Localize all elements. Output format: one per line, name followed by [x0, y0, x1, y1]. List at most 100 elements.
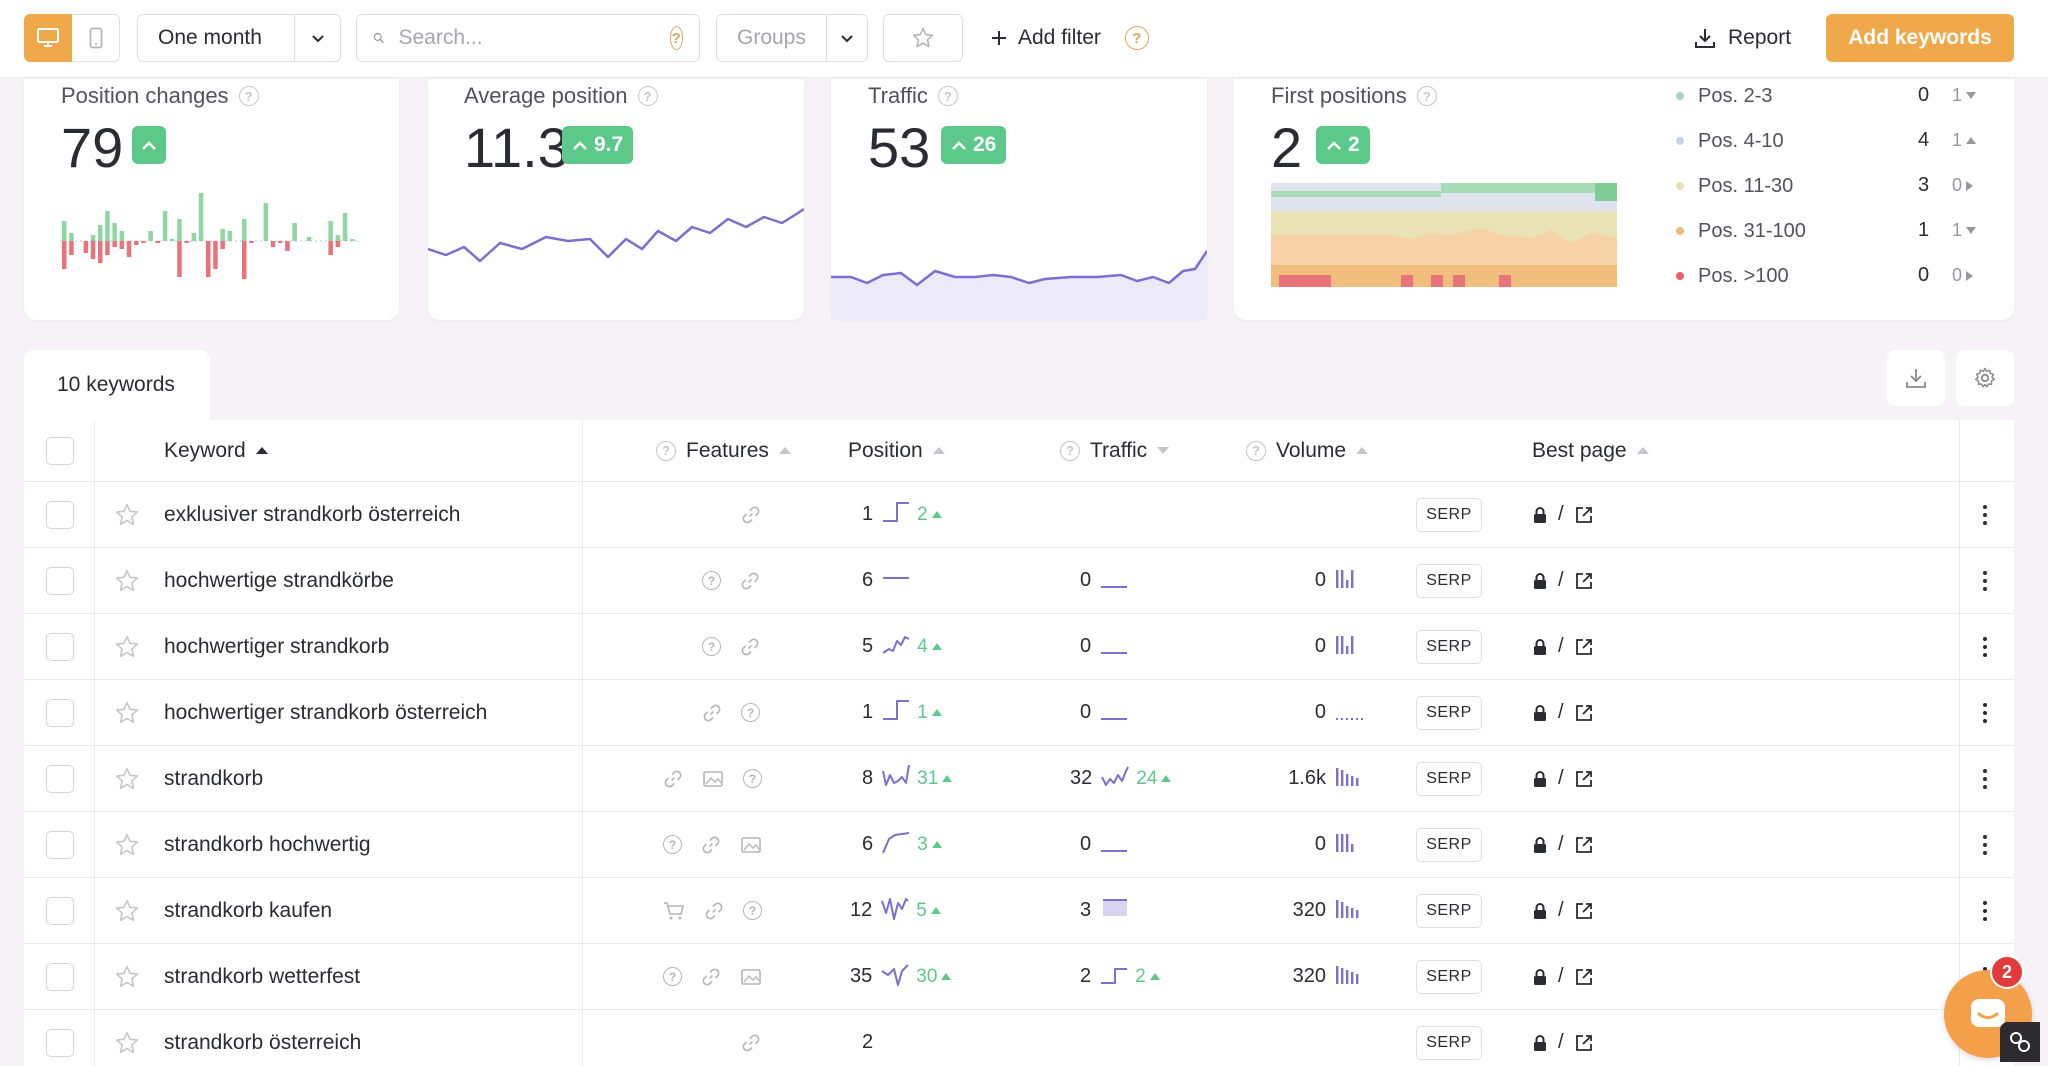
features-header[interactable]: ? Features [656, 420, 791, 481]
row-checkbox[interactable] [46, 1028, 74, 1057]
favorite-toggle[interactable] [114, 680, 140, 745]
row-menu-button[interactable] [1983, 878, 1987, 943]
keyword-text[interactable]: hochwertige strandkörbe [164, 568, 394, 592]
table-row[interactable]: strandkorb ? 8 31 32 24 1.6k SERP / [24, 746, 2014, 812]
favorite-toggle[interactable] [114, 746, 140, 811]
row-menu-button[interactable] [1983, 746, 1987, 811]
best-page-path[interactable]: / [1558, 965, 1564, 987]
add-filter-button[interactable]: Add filter ? [990, 14, 1149, 62]
serp-button[interactable]: SERP [1416, 827, 1482, 862]
help-icon[interactable]: ? [656, 440, 676, 461]
keywords-count-tab[interactable]: 10 keywords [24, 350, 210, 420]
help-icon[interactable]: ? [238, 86, 259, 106]
volume-header[interactable]: ? Volume [1246, 420, 1369, 481]
add-keywords-button[interactable]: Add keywords [1826, 14, 2014, 62]
export-button[interactable] [1887, 350, 1945, 406]
serp-button[interactable]: SERP [1416, 497, 1482, 532]
groups-select[interactable]: Groups [716, 14, 868, 62]
filter-help-icon[interactable]: ? [1124, 26, 1149, 50]
row-checkbox[interactable] [46, 566, 74, 595]
favorites-filter-button[interactable] [883, 14, 963, 62]
table-settings-button[interactable] [1956, 350, 2014, 406]
favorite-toggle[interactable] [114, 812, 140, 877]
best-page-path[interactable]: / [1558, 1031, 1564, 1053]
external-link-icon[interactable] [1574, 505, 1594, 525]
row-checkbox[interactable] [46, 500, 74, 529]
external-link-icon[interactable] [1574, 835, 1594, 855]
keyword-text[interactable]: strandkorb kaufen [164, 898, 333, 922]
table-row[interactable]: strandkorb österreich 2 SERP / [24, 1010, 2014, 1066]
row-checkbox[interactable] [46, 764, 74, 793]
row-checkbox[interactable] [46, 830, 74, 859]
keyword-text[interactable]: strandkorb [164, 766, 264, 790]
serp-button[interactable]: SERP [1416, 761, 1482, 796]
help-icon[interactable]: ? [637, 86, 658, 106]
favorite-toggle[interactable] [114, 614, 140, 679]
best-page-path[interactable]: / [1558, 701, 1564, 723]
serp-button[interactable]: SERP [1416, 959, 1482, 994]
help-icon[interactable]: ? [1060, 440, 1080, 461]
best-page-header[interactable]: Best page [1532, 420, 1649, 481]
external-link-icon[interactable] [1574, 769, 1594, 789]
best-page-path[interactable]: / [1558, 569, 1564, 591]
external-link-icon[interactable] [1574, 637, 1594, 657]
row-menu-button[interactable] [1983, 548, 1987, 613]
external-link-icon[interactable] [1574, 967, 1594, 987]
serp-button[interactable]: SERP [1416, 695, 1482, 730]
best-page-path[interactable]: / [1558, 503, 1564, 525]
favorite-toggle[interactable] [114, 1010, 140, 1066]
position-header[interactable]: Position [848, 420, 945, 481]
row-checkbox[interactable] [46, 698, 74, 727]
keyword-text[interactable]: exklusiver strandkorb österreich [164, 502, 461, 526]
select-all-checkbox[interactable] [46, 436, 74, 465]
report-button[interactable]: Report [1694, 14, 1791, 62]
row-menu-button[interactable] [1983, 812, 1987, 877]
mobile-view-button[interactable] [72, 14, 120, 62]
external-link-icon[interactable] [1574, 703, 1594, 723]
period-select[interactable]: One month [137, 14, 341, 62]
accessibility-icon[interactable] [2000, 1022, 2040, 1062]
favorite-toggle[interactable] [114, 878, 140, 943]
help-icon[interactable]: ? [937, 86, 958, 106]
serp-button[interactable]: SERP [1416, 629, 1482, 664]
serp-button[interactable]: SERP [1416, 1025, 1482, 1060]
keyword-text[interactable]: hochwertiger strandkorb österreich [164, 700, 488, 724]
serp-button[interactable]: SERP [1416, 893, 1482, 928]
traffic-header[interactable]: ? Traffic [1060, 420, 1170, 481]
best-page-path[interactable]: / [1558, 899, 1564, 921]
best-page-path[interactable]: / [1558, 635, 1564, 657]
serp-button[interactable]: SERP [1416, 563, 1482, 598]
row-menu-button[interactable] [1983, 614, 1987, 679]
row-checkbox[interactable] [46, 962, 74, 991]
external-link-icon[interactable] [1574, 1033, 1594, 1053]
favorite-toggle[interactable] [114, 944, 140, 1009]
search-input[interactable] [398, 26, 670, 50]
keyword-header[interactable]: Keyword [164, 420, 268, 481]
favorite-toggle[interactable] [114, 482, 140, 547]
desktop-view-button[interactable] [24, 14, 72, 62]
favorite-toggle[interactable] [114, 548, 140, 613]
keyword-text[interactable]: strandkorb österreich [164, 1030, 362, 1054]
search-help-icon[interactable]: ? [669, 26, 683, 50]
best-page-path[interactable]: / [1558, 833, 1564, 855]
row-checkbox[interactable] [46, 896, 74, 925]
table-row[interactable]: hochwertige strandkörbe ? 6 0 0 SERP / [24, 548, 2014, 614]
sparkline [883, 700, 910, 720]
keyword-text[interactable]: hochwertiger strandkorb [164, 634, 390, 658]
help-icon[interactable]: ? [1246, 440, 1266, 461]
external-link-icon[interactable] [1574, 901, 1594, 921]
row-checkbox[interactable] [46, 632, 74, 661]
help-icon[interactable]: ? [1416, 86, 1437, 106]
keyword-text[interactable]: strandkorb hochwertig [164, 832, 371, 856]
best-page-path[interactable]: / [1558, 767, 1564, 789]
keyword-text[interactable]: strandkorb wetterfest [164, 964, 361, 988]
external-link-icon[interactable] [1574, 571, 1594, 591]
row-menu-button[interactable] [1983, 680, 1987, 745]
table-row[interactable]: strandkorb kaufen ? 12 5 3 320 SERP / [24, 878, 2014, 944]
row-menu-button[interactable] [1983, 482, 1987, 547]
